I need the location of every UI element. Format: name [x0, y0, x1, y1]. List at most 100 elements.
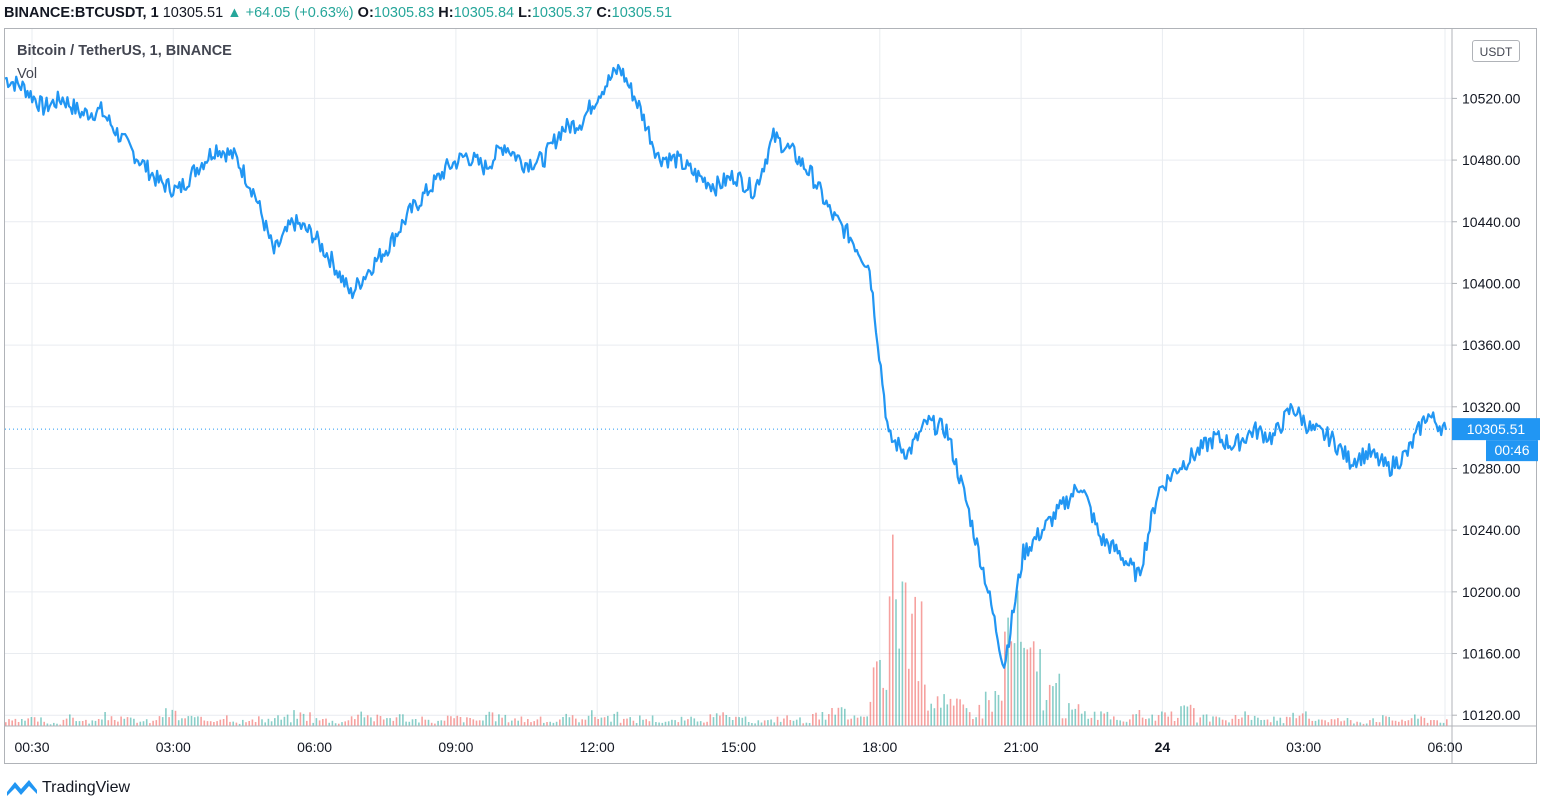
- volume-bar: [193, 717, 196, 726]
- volume-bar: [1305, 711, 1307, 726]
- volume-bar: [892, 534, 894, 726]
- volume-bar: [559, 719, 561, 726]
- volume-bar: [30, 717, 33, 726]
- volume-bar: [1052, 686, 1054, 726]
- volume-bar: [283, 716, 286, 726]
- volume-bar: [632, 720, 635, 726]
- open-value: 10305.83: [373, 5, 435, 21]
- volume-bar: [299, 712, 302, 726]
- volume-bar: [664, 721, 667, 726]
- low-label: L:: [518, 5, 532, 21]
- volume-bar: [328, 722, 330, 726]
- volume-bar: [1391, 720, 1394, 726]
- brand[interactable]: TradingView: [6, 776, 130, 800]
- volume-bar: [715, 713, 718, 726]
- volume-bar: [85, 719, 87, 726]
- triangle-up-icon: ▲: [227, 5, 242, 21]
- volume-bar: [648, 721, 651, 726]
- volume-bar: [741, 717, 744, 726]
- volume-bar: [908, 668, 910, 726]
- volume-bar: [290, 722, 292, 726]
- volume-bar: [562, 717, 564, 726]
- y-tick-label: 10520.00: [1462, 90, 1521, 106]
- volume-bar: [1004, 631, 1006, 726]
- volume-bar: [1442, 722, 1445, 726]
- y-tick-label: 10120.00: [1462, 707, 1521, 723]
- volume-bar: [1446, 719, 1448, 726]
- volume-bar: [462, 722, 465, 726]
- volume-bar: [635, 723, 638, 726]
- x-tick-label: 00:30: [14, 739, 49, 755]
- volume-bar: [677, 722, 680, 726]
- volume-bar: [1148, 718, 1150, 726]
- volume-bar: [917, 681, 920, 726]
- volume-bar: [898, 648, 900, 726]
- volume-bar: [37, 721, 39, 726]
- volume-bar: [773, 722, 776, 726]
- x-tick-label: 03:00: [1286, 739, 1321, 755]
- volume-bar: [975, 717, 977, 726]
- volume-bar: [661, 722, 664, 726]
- volume-bar: [338, 723, 340, 726]
- volume-bar: [379, 716, 382, 726]
- volume-bar: [744, 716, 747, 726]
- volume-bar: [936, 696, 939, 726]
- volume-bar: [81, 721, 84, 726]
- volume-bar: [1196, 722, 1198, 726]
- volume-bar: [882, 687, 884, 726]
- volume-bar: [133, 718, 135, 726]
- volume-bar: [389, 718, 391, 726]
- volume-bar: [1036, 671, 1038, 726]
- volume-bar: [110, 716, 113, 726]
- volume-bar: [754, 723, 756, 726]
- volume-bar: [69, 714, 71, 726]
- volume-bar: [1369, 720, 1371, 726]
- volume-bar: [296, 718, 298, 726]
- volume-bar: [795, 719, 798, 726]
- volume-bar: [341, 722, 343, 726]
- volume-bar: [1426, 722, 1429, 726]
- volume-bar: [1410, 718, 1413, 726]
- volume-bar: [72, 717, 74, 726]
- volume-legend[interactable]: Vol: [17, 66, 38, 82]
- volume-bar: [709, 714, 712, 726]
- volume-bar: [168, 717, 170, 726]
- volume-bar: [1186, 706, 1189, 726]
- volume-bar: [437, 720, 439, 726]
- volume-bar: [1084, 711, 1086, 726]
- volume-bar: [402, 714, 404, 726]
- volume-bar: [293, 710, 295, 726]
- chart-legend-title[interactable]: Bitcoin / TetherUS, 1, BINANCE: [17, 43, 232, 59]
- volume-bar: [504, 714, 507, 726]
- volume-bar: [1423, 717, 1426, 726]
- volume-bar: [40, 717, 42, 726]
- y-tick-label: 10360.00: [1462, 337, 1521, 353]
- volume-bar: [1301, 713, 1304, 726]
- currency-button[interactable]: USDT: [1472, 40, 1520, 62]
- volume-bar: [783, 718, 785, 726]
- volume-bar: [78, 721, 81, 726]
- volume-bar: [1023, 647, 1025, 726]
- volume-bar: [1333, 719, 1336, 726]
- volume-bar: [59, 724, 61, 726]
- volume-bar: [805, 722, 808, 726]
- volume-bar: [722, 712, 724, 726]
- volume-bar: [1308, 718, 1310, 726]
- volume-bar: [514, 718, 516, 726]
- volume-bar: [1077, 704, 1080, 726]
- volume-bar: [149, 723, 151, 726]
- volume-bar: [155, 720, 158, 726]
- volume-bar: [1116, 719, 1118, 726]
- symbol-label[interactable]: BINANCE:BTCUSDT, 1: [4, 5, 159, 21]
- volume-bar: [209, 721, 212, 726]
- volume-bar: [546, 722, 548, 726]
- volume-bar: [459, 717, 462, 726]
- volume-bar: [1103, 713, 1105, 726]
- volume-bar: [1205, 714, 1208, 726]
- volume-bar: [1212, 716, 1214, 726]
- volume-bar: [197, 716, 199, 726]
- volume-bar: [219, 719, 222, 726]
- volume-bar: [501, 717, 503, 726]
- volume-bar: [703, 722, 705, 726]
